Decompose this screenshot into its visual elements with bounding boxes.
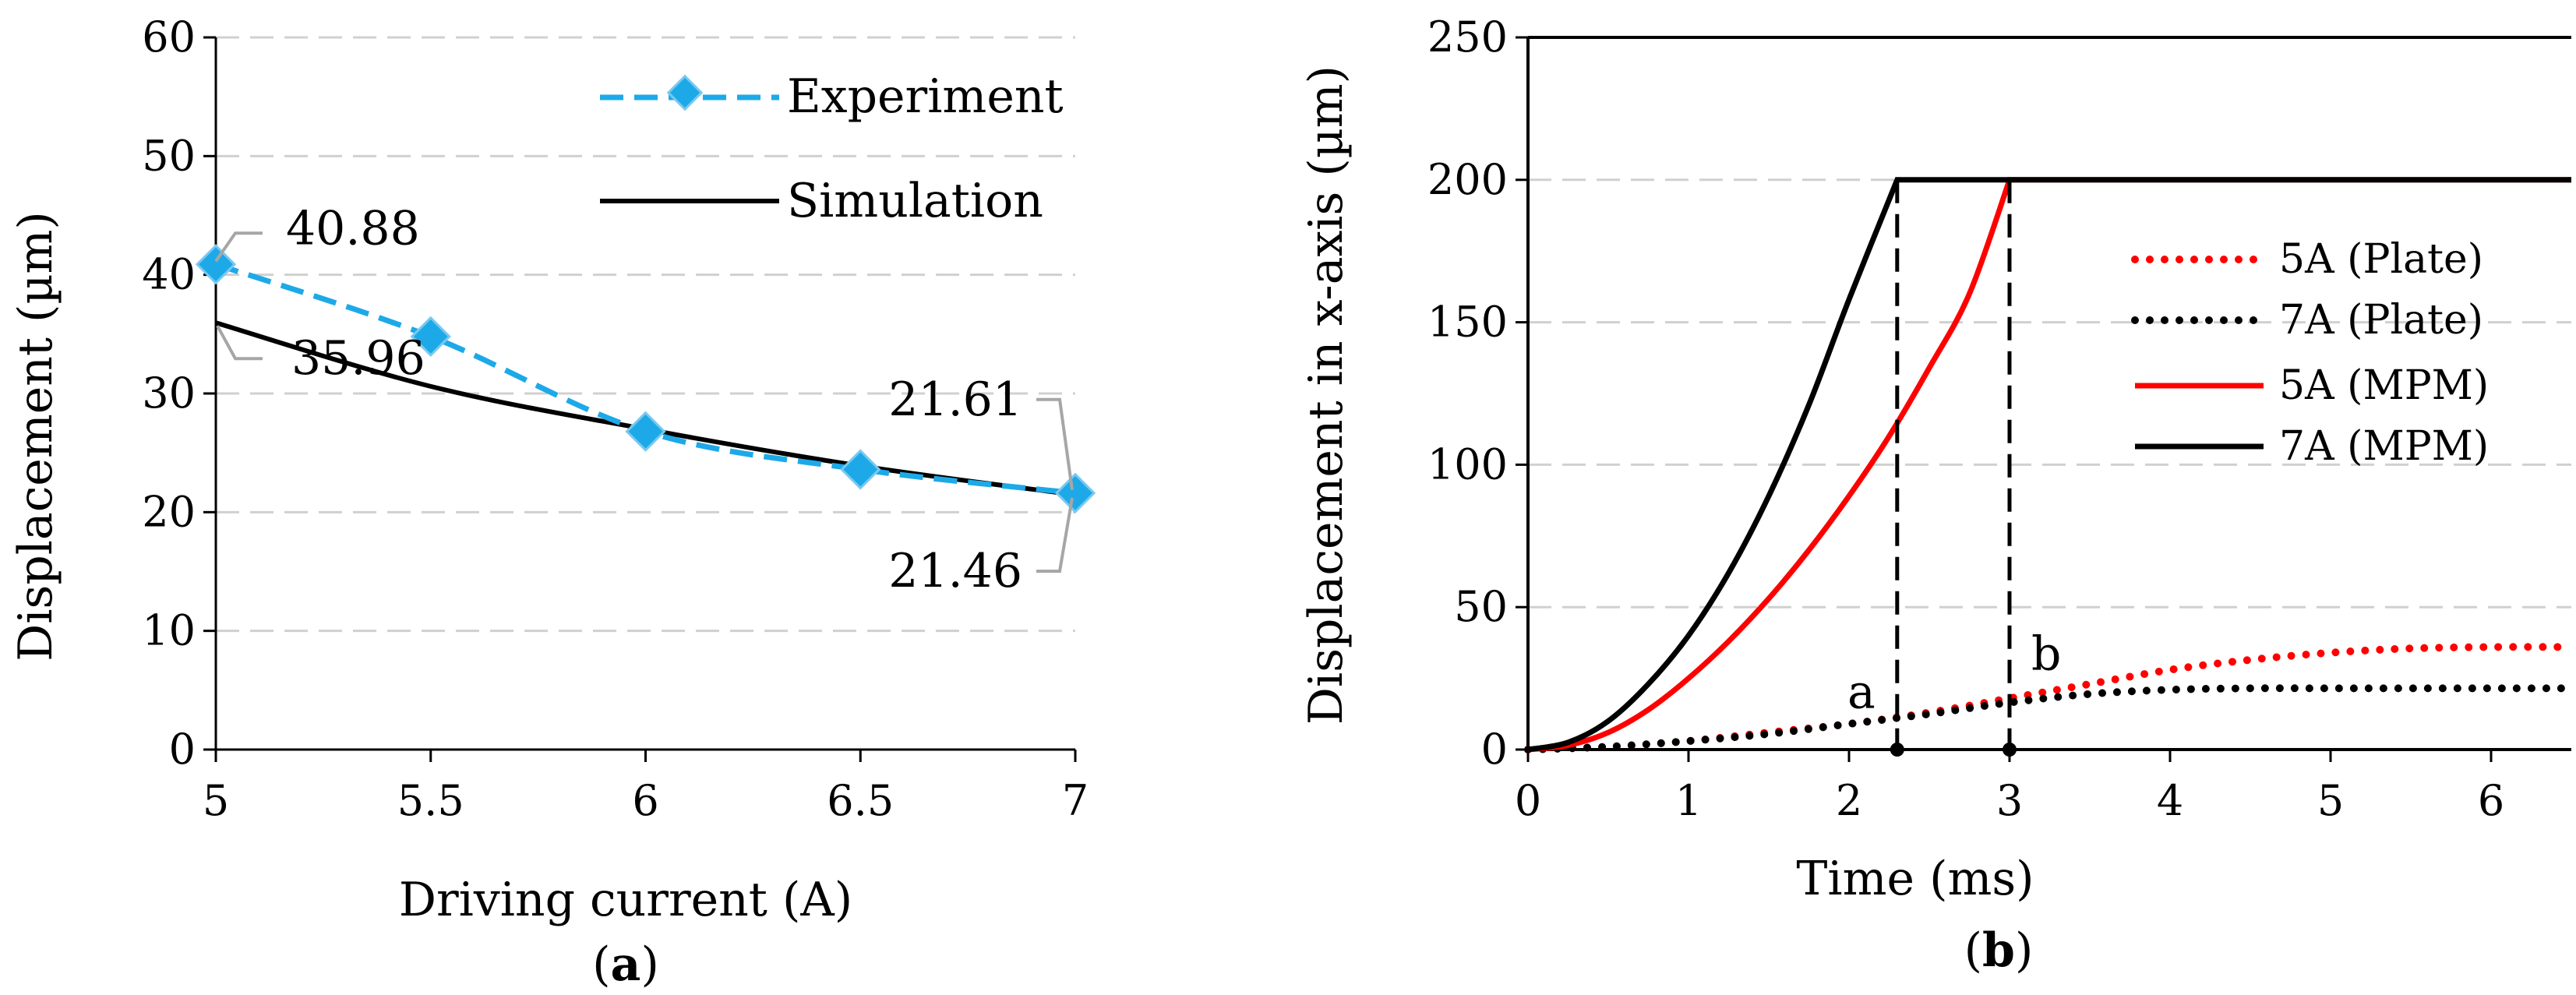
x-tick-label: 6 <box>2478 776 2504 825</box>
y-tick-label: 20 <box>142 487 196 536</box>
annotation-label: 35.96 <box>291 331 425 386</box>
y-tick-label: 50 <box>1454 582 1508 631</box>
chart-a-y-label: Displacement (µm) <box>9 211 63 662</box>
y-tick-label: 0 <box>1481 725 1508 774</box>
y-tick-label: 60 <box>142 12 196 62</box>
marker-label-b: b <box>2031 626 2061 681</box>
legend-5a-plate-label: 5A (Plate) <box>2279 236 2483 283</box>
annotation-label: 40.88 <box>286 201 420 256</box>
experiment-point <box>1054 472 1096 513</box>
callout-line <box>214 231 263 263</box>
x-tick-label: 1 <box>1675 776 1702 825</box>
chart-a-x-label: Driving current (A) <box>399 873 852 927</box>
x-tick-label: 0 <box>1515 776 1541 825</box>
chart-b-series <box>1524 177 2575 753</box>
marker-point <box>2003 743 2017 757</box>
experiment-point <box>410 316 451 358</box>
legend-7a-plate-label: 7A (Plate) <box>2279 297 2483 344</box>
callout-line <box>1036 497 1074 573</box>
series-7a-plate-line <box>1524 684 2575 753</box>
chart-b-axes <box>1516 36 2571 762</box>
chart-b-legend: 5A (Plate) 7A (Plate) 5A (MPM) 7A (MPM) <box>2131 236 2489 470</box>
series-5a-mpm-line <box>1527 177 2571 753</box>
legend-7a-mpm-label: 7A (MPM) <box>2279 423 2489 470</box>
annotation-label: 21.46 <box>888 544 1022 598</box>
x-tick-label: 7 <box>1062 776 1089 825</box>
x-tick-label: 6 <box>632 776 658 825</box>
chart-a-legend: Experiment Simulation <box>600 69 1064 228</box>
chart-b-markers: ab <box>1847 179 2061 757</box>
callout-line <box>216 325 263 361</box>
chart-b-x-label: Time (ms) <box>1796 852 2034 906</box>
chart-a-y-ticks: 0 10 20 30 40 50 60 <box>142 12 196 774</box>
x-tick-label: 5 <box>2317 776 2344 825</box>
marker-point <box>1890 743 1904 757</box>
callout-line <box>1036 397 1074 491</box>
chart-a: 40.88 35.96 21.61 21.46 0 10 20 30 40 50 60 5 5.5 6… <box>9 12 1096 992</box>
x-tick-label: 5.5 <box>397 776 464 825</box>
chart-b-panel-label: (b) <box>1964 923 2034 978</box>
chart-a-annotations: 40.88 35.96 21.61 21.46 <box>214 201 1074 598</box>
chart-a-panel-label: (a) <box>592 937 659 992</box>
y-tick-label: 0 <box>169 725 196 774</box>
y-tick-label: 100 <box>1427 439 1508 489</box>
y-tick-label: 30 <box>142 369 196 418</box>
x-tick-label: 6.5 <box>827 776 894 825</box>
y-tick-label: 200 <box>1427 155 1508 204</box>
y-tick-label: 250 <box>1427 12 1508 62</box>
marker-label-a: a <box>1847 665 1876 719</box>
chart-a-grid <box>216 36 1075 633</box>
experiment-point <box>195 244 237 285</box>
chart-a-axes <box>203 36 1077 762</box>
x-tick-label: 3 <box>1996 776 2023 825</box>
chart-a-series <box>195 244 1096 513</box>
y-tick-label: 10 <box>142 606 196 655</box>
chart-b-y-ticks: 0 50 100 150 200 250 <box>1427 12 1508 774</box>
chart-b-y-label: Displacement in x-axis (µm) <box>1299 65 1353 725</box>
series-7a-mpm-line <box>1527 177 2571 753</box>
experiment-point <box>840 449 881 490</box>
x-tick-label: 4 <box>2157 776 2183 825</box>
annotation-label: 21.61 <box>888 372 1022 427</box>
y-tick-label: 40 <box>142 250 196 299</box>
chart-b-x-ticks: 0 1 2 3 4 5 6 <box>1515 776 2504 825</box>
legend-experiment-label: Experiment <box>787 69 1064 124</box>
experiment-point <box>625 411 666 452</box>
y-tick-label: 150 <box>1427 298 1508 347</box>
x-tick-label: 5 <box>203 776 229 825</box>
legend-simulation-label: Simulation <box>787 174 1043 228</box>
legend-5a-mpm-label: 5A (MPM) <box>2279 362 2489 409</box>
legend-experiment-marker <box>666 74 704 111</box>
chart-a-x-ticks: 5 5.5 6 6.5 7 <box>203 776 1089 825</box>
y-tick-label: 50 <box>142 131 196 180</box>
x-tick-label: 2 <box>1836 776 1862 825</box>
